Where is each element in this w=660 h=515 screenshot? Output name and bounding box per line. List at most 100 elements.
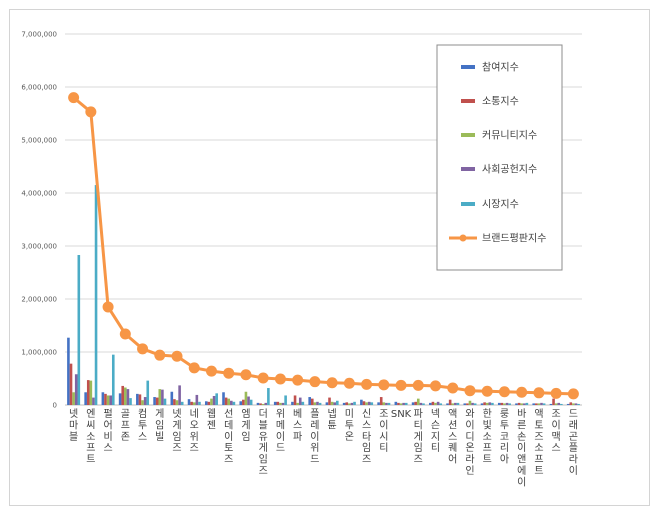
line-point xyxy=(464,385,476,397)
bar xyxy=(155,397,159,405)
legend-swatch xyxy=(461,133,475,137)
bar xyxy=(414,401,417,405)
bar xyxy=(192,402,196,405)
line-point xyxy=(412,379,424,391)
bar xyxy=(342,402,346,405)
bar xyxy=(456,402,460,405)
bars xyxy=(67,185,580,405)
line-point xyxy=(137,343,149,355)
line-point xyxy=(447,382,459,394)
bar xyxy=(480,403,484,405)
bar xyxy=(104,393,107,405)
bar xyxy=(525,402,529,405)
bar xyxy=(308,397,311,405)
bar xyxy=(434,402,437,405)
y-tick-label: 3,000,000 xyxy=(21,243,57,251)
bar xyxy=(267,388,270,405)
bar xyxy=(77,255,81,405)
line-point xyxy=(430,380,442,392)
bar xyxy=(549,403,553,405)
bar xyxy=(466,403,469,405)
bar xyxy=(146,380,150,405)
bar xyxy=(129,398,132,405)
line-point xyxy=(516,386,528,398)
bar xyxy=(173,399,176,405)
bar xyxy=(198,401,201,405)
bar xyxy=(284,395,287,405)
bar xyxy=(316,401,319,405)
line-point xyxy=(171,350,183,362)
bar xyxy=(153,397,156,405)
bar xyxy=(517,402,521,405)
bar xyxy=(74,374,78,405)
bar xyxy=(325,402,329,405)
legend-label: 시장지수 xyxy=(482,199,519,211)
bar xyxy=(473,403,477,405)
bar xyxy=(310,398,314,405)
bar xyxy=(330,401,334,405)
bar xyxy=(532,403,536,405)
bar xyxy=(397,402,400,405)
bar xyxy=(298,397,302,405)
bar xyxy=(416,398,420,405)
bar xyxy=(230,400,233,405)
bar xyxy=(515,403,518,405)
line-point xyxy=(257,372,269,384)
bar xyxy=(448,399,452,405)
legend-swatch xyxy=(461,167,475,171)
bar xyxy=(446,403,449,405)
line-point xyxy=(119,328,131,340)
line-point xyxy=(68,92,80,104)
bar xyxy=(244,391,248,405)
bar xyxy=(431,401,435,405)
line-point xyxy=(205,365,217,377)
bar xyxy=(429,402,432,405)
bar xyxy=(210,398,213,405)
bar xyxy=(111,354,115,405)
bar xyxy=(72,392,75,405)
bar xyxy=(187,399,191,405)
bar xyxy=(419,402,423,405)
line-point xyxy=(378,379,390,391)
y-tick-label: 0 xyxy=(53,402,57,410)
bar xyxy=(86,380,90,405)
bar xyxy=(394,401,398,405)
legend-swatch xyxy=(461,65,475,69)
bar xyxy=(261,403,265,405)
bar xyxy=(535,403,538,405)
bar xyxy=(224,397,228,405)
bar xyxy=(178,385,181,405)
line-point xyxy=(274,373,286,385)
legend-label: 사회공헌지수 xyxy=(482,164,537,176)
bar xyxy=(574,403,578,405)
bar xyxy=(170,391,174,405)
bar xyxy=(89,380,93,405)
bar xyxy=(69,363,73,405)
legend-label: 브랜드평판지수 xyxy=(482,233,546,245)
bar xyxy=(572,403,575,405)
bar xyxy=(557,402,561,405)
bar xyxy=(279,402,282,405)
bar xyxy=(577,403,580,405)
bar xyxy=(232,401,236,405)
bar xyxy=(552,398,555,405)
bar xyxy=(163,398,167,405)
bar xyxy=(503,403,506,405)
legend-label: 참여지수 xyxy=(482,62,519,74)
bar xyxy=(328,397,331,405)
bar xyxy=(136,393,139,405)
bar xyxy=(385,402,388,405)
bar xyxy=(84,392,87,405)
